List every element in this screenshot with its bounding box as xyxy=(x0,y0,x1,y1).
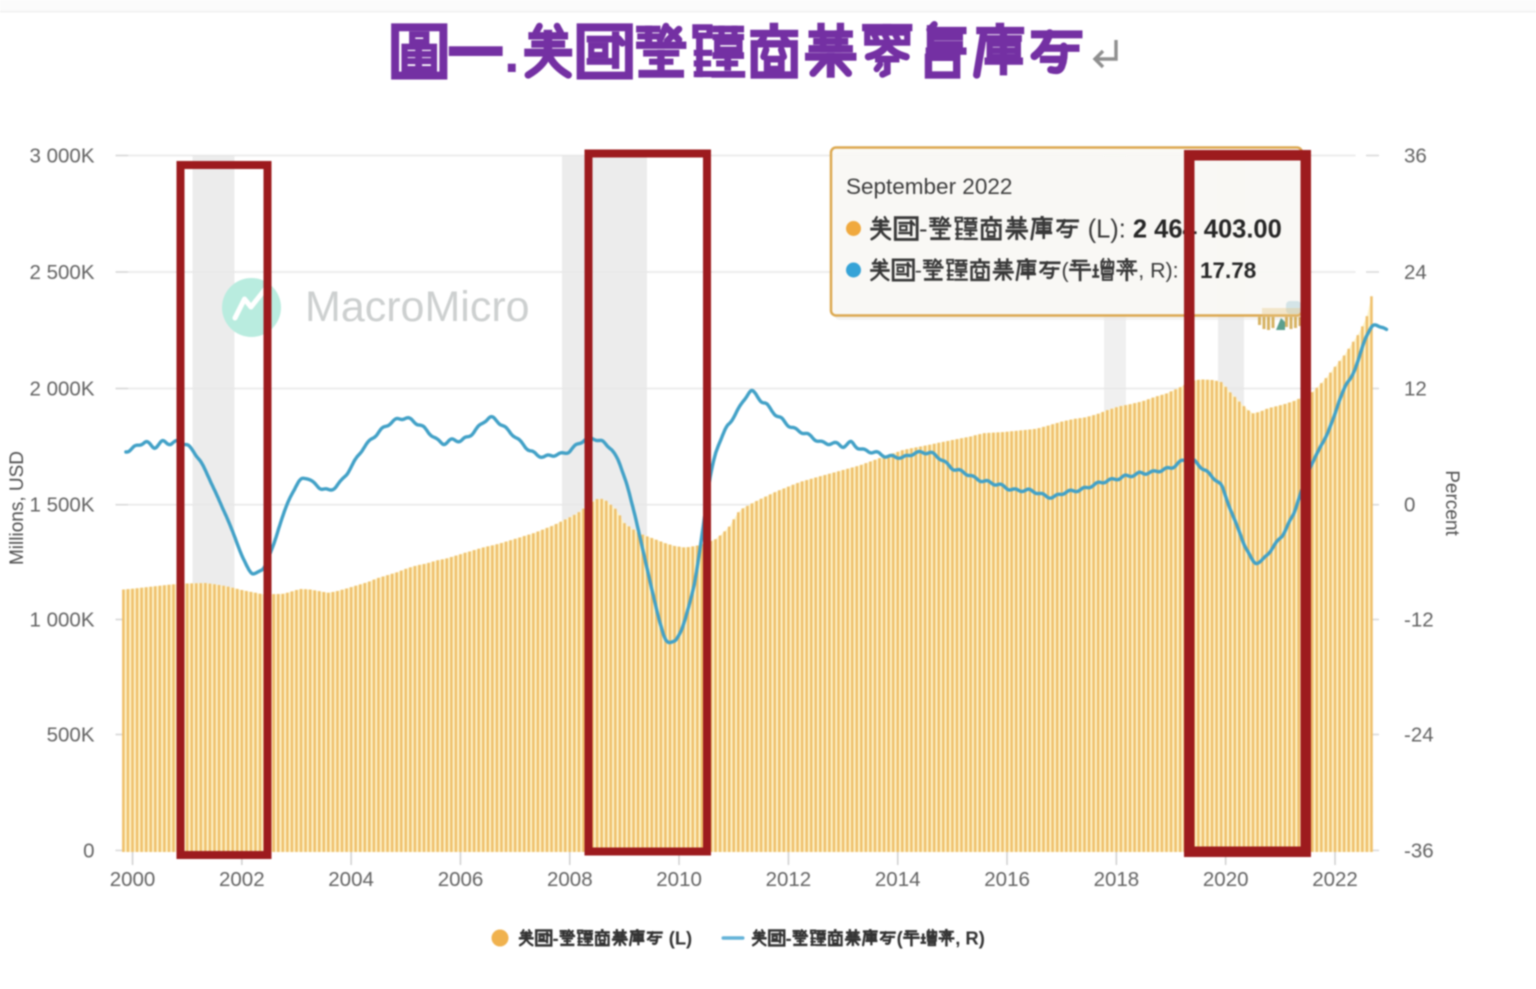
svg-text:2012: 2012 xyxy=(766,868,812,891)
svg-text:September 2022: September 2022 xyxy=(846,174,1012,199)
svg-text:-: - xyxy=(919,216,928,244)
svg-text:, R):: , R): xyxy=(1138,259,1184,283)
svg-text:2008: 2008 xyxy=(547,868,593,891)
svg-text:3 000K: 3 000K xyxy=(30,145,95,168)
svg-text:2 000K: 2 000K xyxy=(30,378,95,401)
svg-text:-12: -12 xyxy=(1404,609,1434,632)
svg-text:2010: 2010 xyxy=(656,868,702,891)
svg-text:0: 0 xyxy=(83,839,94,862)
svg-text:2002: 2002 xyxy=(219,868,265,891)
svg-text:2018: 2018 xyxy=(1094,868,1140,891)
svg-text:2004: 2004 xyxy=(328,868,374,891)
svg-text:.: . xyxy=(504,21,520,84)
svg-text:1 000K: 1 000K xyxy=(30,609,95,632)
svg-text:1 500K: 1 500K xyxy=(30,494,95,517)
svg-text:36: 36 xyxy=(1404,145,1427,168)
svg-text:(L): (L) xyxy=(664,928,693,949)
svg-text:2014: 2014 xyxy=(875,868,921,891)
svg-text:500K: 500K xyxy=(47,724,95,747)
svg-text:-: - xyxy=(553,928,559,949)
svg-text:2000: 2000 xyxy=(110,868,156,891)
svg-text:12: 12 xyxy=(1404,378,1427,401)
svg-text:2 464 403.00: 2 464 403.00 xyxy=(1133,216,1282,244)
svg-text:2 500K: 2 500K xyxy=(30,261,95,284)
svg-text:-: - xyxy=(786,928,792,949)
svg-text:24: 24 xyxy=(1404,261,1427,284)
svg-text:(: ( xyxy=(1062,259,1069,283)
svg-text:MacroMicro: MacroMicro xyxy=(305,283,530,331)
svg-text:-36: -36 xyxy=(1404,839,1434,862)
svg-text:2020: 2020 xyxy=(1203,868,1249,891)
svg-text:-24: -24 xyxy=(1404,724,1434,747)
svg-text:(: ( xyxy=(897,928,904,949)
svg-text:Millions, USD: Millions, USD xyxy=(7,451,28,565)
svg-text:, R): , R) xyxy=(955,928,985,949)
svg-text:2022: 2022 xyxy=(1312,868,1358,891)
svg-text:2016: 2016 xyxy=(984,868,1030,891)
svg-text:17.78: 17.78 xyxy=(1200,258,1256,283)
svg-text:(L):: (L): xyxy=(1081,216,1133,244)
svg-text:Percent: Percent xyxy=(1441,470,1462,536)
svg-text:0: 0 xyxy=(1404,494,1415,517)
svg-text:2006: 2006 xyxy=(438,868,484,891)
svg-text:-: - xyxy=(915,259,922,283)
